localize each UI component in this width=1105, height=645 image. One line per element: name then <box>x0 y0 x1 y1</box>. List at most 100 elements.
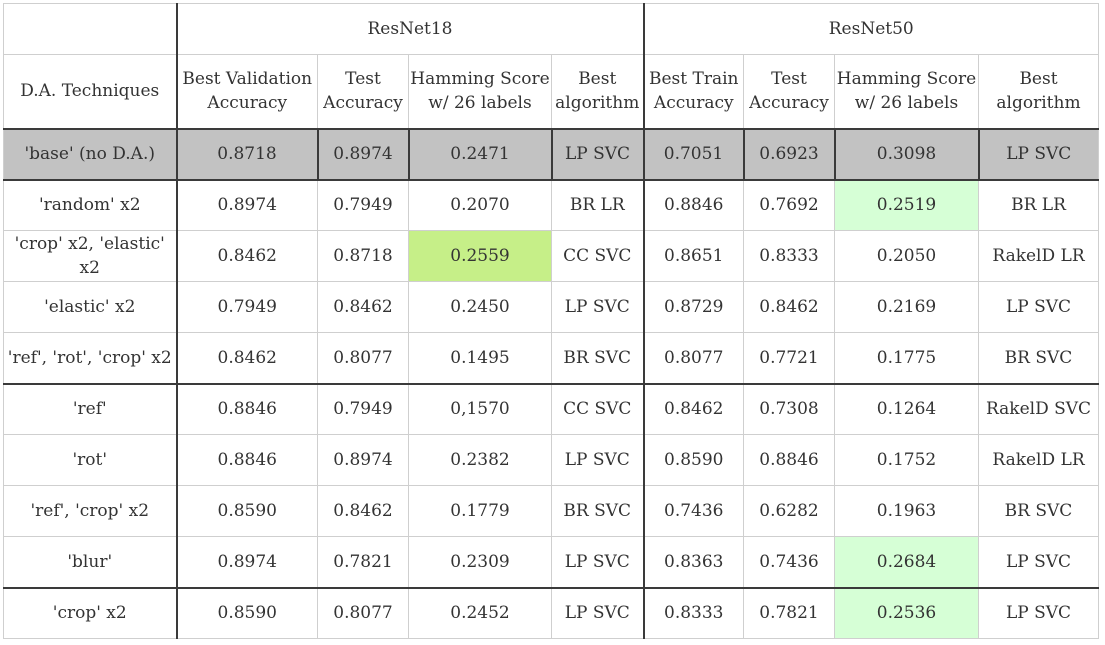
table-cell: CC SVC <box>551 383 645 435</box>
table-cell: BR LR <box>978 179 1099 231</box>
table-cell: 0.8974 <box>175 179 318 231</box>
technique-cell: 'ref', 'rot', 'crop' x2 <box>3 332 178 385</box>
table-cell: 0.7721 <box>743 332 835 385</box>
table-row: 'crop' x2 0.8590 0.8077 0.2452 LP SVC 0.… <box>3 587 1099 639</box>
table-cell: 0.8590 <box>642 434 744 486</box>
table-cell: 0.7051 <box>642 128 744 181</box>
table-cell: 0.8462 <box>175 230 318 282</box>
table-cell: BR SVC <box>978 332 1099 385</box>
table-cell: 0.8462 <box>317 281 409 333</box>
table-cell: 0.7821 <box>743 587 835 639</box>
header-r18-val-acc: Best Validation Accuracy <box>175 54 318 130</box>
technique-cell: 'ref' <box>3 383 178 435</box>
table-cell: 0,1570 <box>408 383 552 435</box>
header-r18-hamming: Hamming Score w/ 26 labels <box>408 54 552 130</box>
table-cell: 0.8590 <box>175 485 318 537</box>
table-cell: 0.8846 <box>175 434 318 486</box>
technique-cell: 'base' (no D.A.) <box>3 128 178 181</box>
table-cell: 0.2452 <box>408 587 552 639</box>
table-cell: 0.8077 <box>317 332 409 385</box>
highlighted-cell: 0.2684 <box>834 536 979 589</box>
table-cell: LP SVC <box>551 536 645 589</box>
table-cell: 0.7692 <box>743 179 835 231</box>
technique-cell: 'blur' <box>3 536 178 589</box>
technique-cell: 'crop' x2 <box>3 587 178 639</box>
highlighted-cell: 0.2519 <box>834 179 979 231</box>
technique-cell: 'elastic' x2 <box>3 281 178 333</box>
technique-cell: 'random' x2 <box>3 179 178 231</box>
table-cell: BR LR <box>551 179 645 231</box>
table-cell: 0.6282 <box>743 485 835 537</box>
table-cell: 0.8590 <box>175 587 318 639</box>
table-cell: 0.8462 <box>642 383 744 435</box>
table-cell: 0.8974 <box>175 536 318 589</box>
table-cell: 0.1963 <box>834 485 979 537</box>
table-cell: LP SVC <box>551 281 645 333</box>
table-cell: RakelD LR <box>978 434 1099 486</box>
table-cell: BR SVC <box>978 485 1099 537</box>
table-cell: 0.8974 <box>316 128 409 181</box>
header-r50-train-acc: Best Train Accuracy <box>642 54 744 130</box>
table-cell: 0.8462 <box>317 485 409 537</box>
table-cell: LP SVC <box>551 587 645 639</box>
highlighted-cell: 0.2559 <box>408 230 552 282</box>
technique-cell: 'rot' <box>3 434 178 486</box>
table-row: 'blur' 0.8974 0.7821 0.2309 LP SVC 0.836… <box>3 536 1099 589</box>
column-header-row: D.A. Techniques Best Validation Accuracy… <box>3 54 1099 130</box>
table-cell: 0.7821 <box>317 536 409 589</box>
table-cell: 0.3098 <box>833 128 979 181</box>
technique-cell: 'ref', 'crop' x2 <box>3 485 178 537</box>
table-row: 'ref' 0.8846 0.7949 0,1570 CC SVC 0.8462… <box>3 383 1099 435</box>
header-r50-algo: Best algorithm <box>978 54 1099 130</box>
table-cell: BR SVC <box>551 332 645 385</box>
header-r50-hamming: Hamming Score w/ 26 labels <box>834 54 979 130</box>
table-cell: CC SVC <box>551 230 645 282</box>
table-cell: 0.8846 <box>642 179 744 231</box>
table-cell: 0.8846 <box>743 434 835 486</box>
table-cell: 0.7436 <box>743 536 835 589</box>
table-cell: 0.8363 <box>642 536 744 589</box>
group-resnet50: ResNet50 <box>643 3 1099 55</box>
table-cell: 0.2382 <box>408 434 552 486</box>
highlighted-cell: 0.2536 <box>834 587 979 639</box>
table-row: 'base' (no D.A.) 0.8718 0.8974 0.2471 LP… <box>3 128 1099 181</box>
table-cell: 0.6923 <box>742 128 835 181</box>
table-cell: 0.8718 <box>175 128 318 181</box>
table-cell: 0.2070 <box>408 179 552 231</box>
table-cell: RakelD LR <box>978 230 1099 282</box>
table-row: 'ref', 'rot', 'crop' x2 0.8462 0.8077 0.… <box>3 332 1099 385</box>
table-cell: 0.7949 <box>175 281 318 333</box>
table-cell: 0.2169 <box>834 281 979 333</box>
header-technique: D.A. Techniques <box>3 54 178 130</box>
table-cell: 0.7436 <box>642 485 744 537</box>
table-cell: LP SVC <box>977 128 1099 181</box>
table-cell: 0.8462 <box>175 332 318 385</box>
table-cell: LP SVC <box>551 434 645 486</box>
header-r50-test-acc: Test Accuracy <box>743 54 835 130</box>
table-row: 'rot' 0.8846 0.8974 0.2382 LP SVC 0.8590… <box>3 434 1099 486</box>
table-row: 'random' x2 0.8974 0.7949 0.2070 BR LR 0… <box>3 179 1099 231</box>
table-cell: 0.8651 <box>642 230 744 282</box>
table-cell: 0.2309 <box>408 536 552 589</box>
table-cell: 0.2450 <box>408 281 552 333</box>
table-cell: 0.8462 <box>743 281 835 333</box>
table-cell: 0.8077 <box>317 587 409 639</box>
table-cell: 0.2050 <box>834 230 979 282</box>
table-cell: LP SVC <box>978 587 1099 639</box>
header-r18-algo: Best algorithm <box>551 54 645 130</box>
table-cell: 0.7949 <box>317 383 409 435</box>
table-cell: 0.1752 <box>834 434 979 486</box>
table-cell: BR SVC <box>551 485 645 537</box>
table-cell: 0.1495 <box>408 332 552 385</box>
table-cell: 0.1779 <box>408 485 552 537</box>
technique-cell: 'crop' x2, 'elastic' x2 <box>3 230 178 282</box>
table-cell: LP SVC <box>550 128 645 181</box>
table-cell: 0.8846 <box>175 383 318 435</box>
table-cell: 0.2471 <box>407 128 552 181</box>
table-row: 'ref', 'crop' x2 0.8590 0.8462 0.1779 BR… <box>3 485 1099 537</box>
table-cell: 0.7949 <box>317 179 409 231</box>
table-row: 'elastic' x2 0.7949 0.8462 0.2450 LP SVC… <box>3 281 1099 333</box>
table-cell: RakelD SVC <box>978 383 1099 435</box>
table-cell: LP SVC <box>978 281 1099 333</box>
table-cell: 0.1264 <box>834 383 979 435</box>
